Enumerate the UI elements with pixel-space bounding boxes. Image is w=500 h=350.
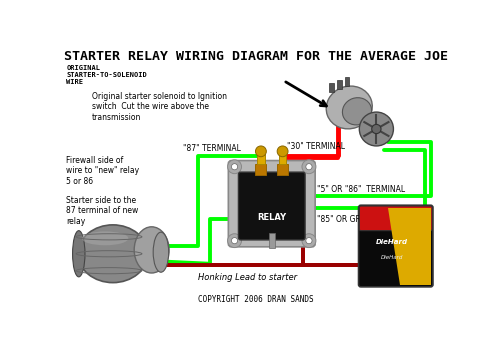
Bar	[277, 164, 288, 175]
Text: DieHard: DieHard	[380, 255, 403, 260]
Ellipse shape	[342, 98, 372, 125]
Text: Firewall side of
wire to "new" relay
5 or 86: Firewall side of wire to "new" relay 5 o…	[66, 156, 140, 186]
Circle shape	[302, 160, 316, 174]
Text: "87" TERMINAL: "87" TERMINAL	[182, 144, 240, 153]
Text: "30" TERMINAL: "30" TERMINAL	[287, 142, 345, 151]
Circle shape	[360, 112, 394, 146]
Circle shape	[306, 164, 312, 170]
Ellipse shape	[72, 231, 85, 277]
Ellipse shape	[134, 227, 169, 273]
FancyBboxPatch shape	[228, 161, 315, 247]
Polygon shape	[388, 208, 430, 285]
Text: RELAY: RELAY	[257, 213, 286, 222]
Text: ORIGINAL
STARTER-TO-SOLENOID
WIRE: ORIGINAL STARTER-TO-SOLENOID WIRE	[66, 65, 147, 85]
FancyBboxPatch shape	[238, 172, 305, 240]
Circle shape	[372, 124, 381, 134]
Ellipse shape	[326, 86, 372, 129]
Circle shape	[277, 146, 288, 157]
Ellipse shape	[78, 225, 148, 283]
Circle shape	[228, 160, 241, 174]
Text: Original starter solenoid to Ignition
switch  Cut the wire above the
transmissio: Original starter solenoid to Ignition sw…	[92, 92, 227, 122]
Text: "85" OR GROUND TERMINAL: "85" OR GROUND TERMINAL	[316, 215, 425, 224]
Bar	[256, 164, 266, 175]
Circle shape	[256, 146, 266, 157]
Text: STARTER RELAY WIRING DIAGRAM FOR THE AVERAGE JOE: STARTER RELAY WIRING DIAGRAM FOR THE AVE…	[64, 50, 448, 63]
Circle shape	[306, 238, 312, 244]
Text: Starter side to the
87 terminal of new
relay: Starter side to the 87 terminal of new r…	[66, 196, 138, 226]
Text: COPYRIGHT 2006 DRAN SANDS: COPYRIGHT 2006 DRAN SANDS	[198, 295, 314, 304]
Text: Honking Lead to starter: Honking Lead to starter	[198, 273, 297, 282]
Text: "5" OR "86"  TERMINAL: "5" OR "86" TERMINAL	[316, 186, 405, 194]
Bar	[344, 77, 349, 86]
Ellipse shape	[153, 232, 168, 272]
Circle shape	[232, 164, 237, 170]
Ellipse shape	[82, 231, 128, 245]
FancyBboxPatch shape	[358, 205, 433, 287]
Bar	[278, 154, 286, 164]
Bar	[337, 80, 342, 89]
Bar	[257, 154, 265, 164]
Text: DieHard: DieHard	[376, 239, 408, 245]
Circle shape	[302, 234, 316, 247]
Circle shape	[228, 234, 241, 247]
Circle shape	[232, 238, 237, 244]
Bar	[268, 233, 275, 248]
FancyBboxPatch shape	[360, 206, 432, 231]
Bar	[329, 83, 334, 92]
